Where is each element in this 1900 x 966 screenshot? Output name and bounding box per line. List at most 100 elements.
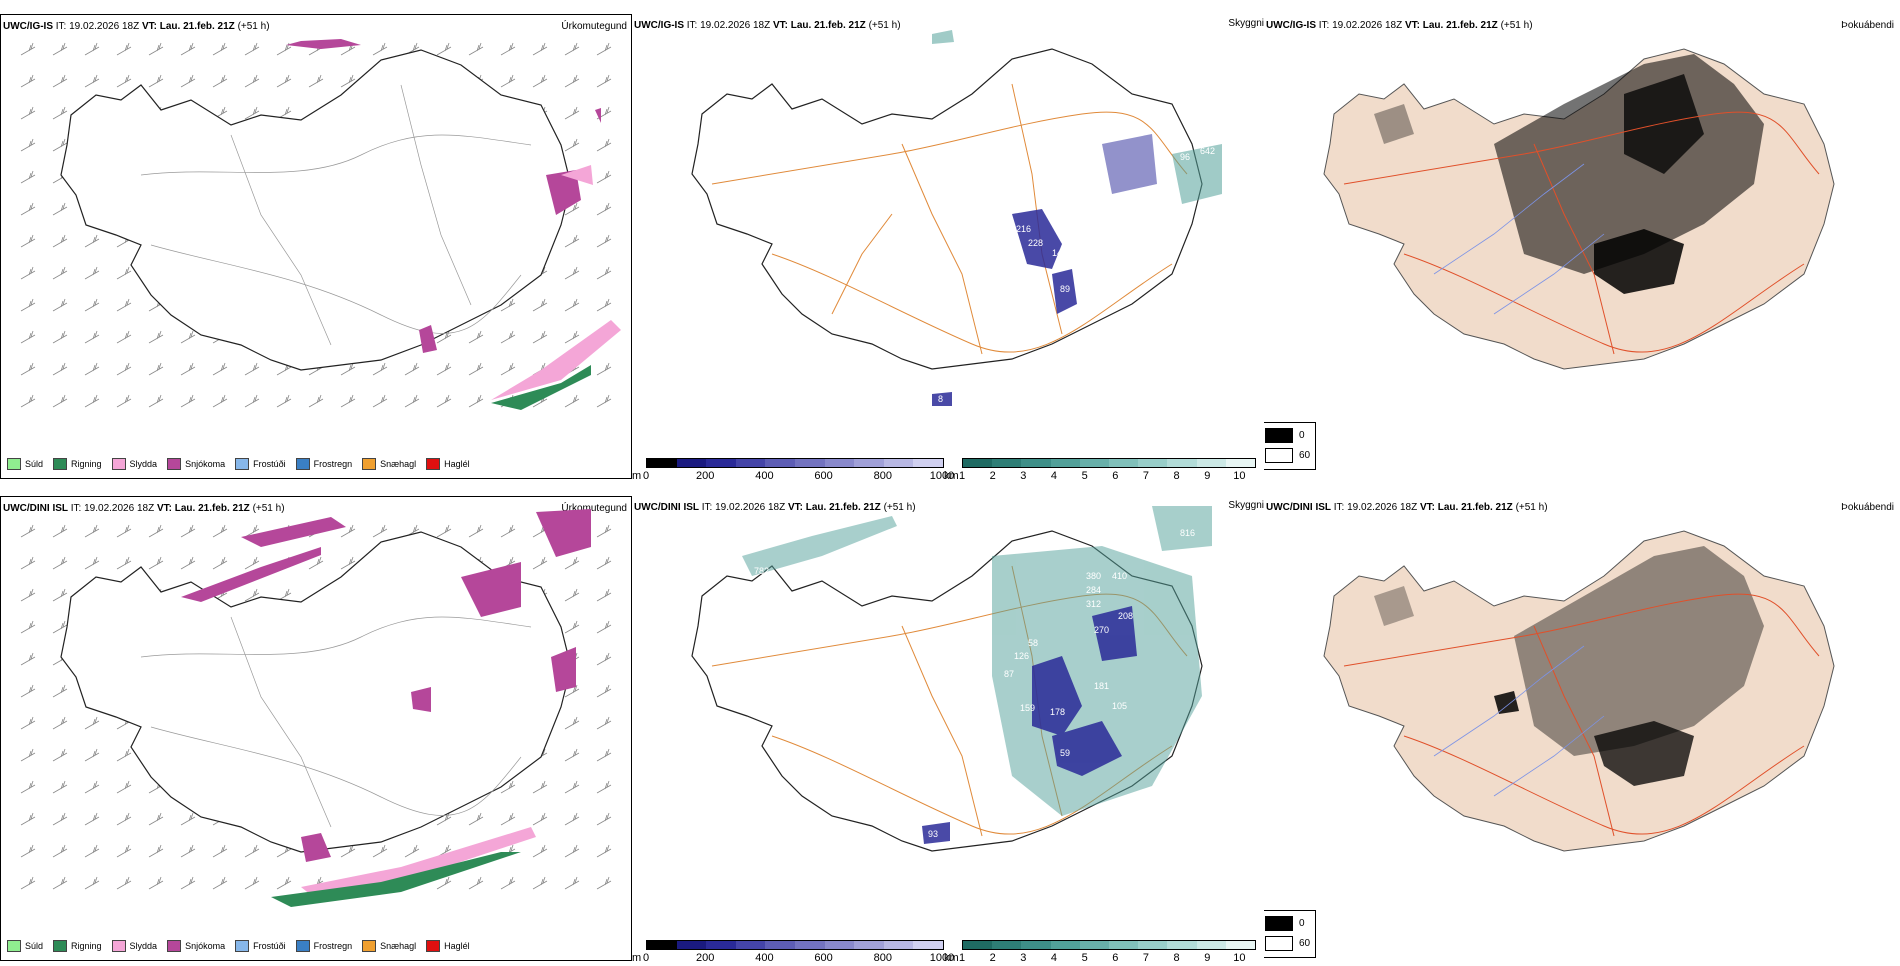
vt-value: Lau. 21.feb. 21Z bbox=[1437, 502, 1513, 513]
it-label: IT: bbox=[701, 502, 713, 513]
wind-barb bbox=[564, 588, 580, 602]
wind-barb bbox=[116, 524, 132, 538]
visibility-panel-top: UWC/IG-IS IT: 19.02.2026 18Z VT: Lau. 21… bbox=[632, 14, 1264, 484]
model-name: UWC/IG-IS bbox=[1266, 20, 1316, 31]
model-name: UWC/IG-IS bbox=[3, 21, 53, 32]
snow-areas bbox=[286, 39, 601, 353]
wind-barb bbox=[596, 298, 612, 312]
panel-header: UWC/IG-IS IT: 19.02.2026 18Z VT: Lau. 21… bbox=[634, 20, 901, 31]
wind-barb bbox=[372, 394, 388, 408]
legend-row: 0 bbox=[1265, 428, 1311, 443]
wind-barb bbox=[20, 748, 36, 762]
m-unit: m bbox=[632, 470, 642, 482]
wind-barb bbox=[180, 394, 196, 408]
it-label: IT: bbox=[1333, 502, 1345, 513]
wind-barb bbox=[20, 684, 36, 698]
wind-barb bbox=[500, 362, 516, 376]
wind-barb bbox=[52, 202, 68, 216]
wind-barb bbox=[20, 266, 36, 280]
wind-barb bbox=[244, 556, 260, 570]
low-visibility-areas bbox=[922, 606, 1137, 844]
legend-item: Snjókoma bbox=[167, 940, 225, 952]
wind-barb bbox=[564, 556, 580, 570]
iceland-land bbox=[1323, 530, 1835, 852]
wind-barb bbox=[116, 780, 132, 794]
legend-item: Frostúði bbox=[235, 940, 286, 952]
wind-barb bbox=[84, 716, 100, 730]
wind-barb bbox=[596, 394, 612, 408]
visibility-map: 216 228 145 89 311 96 642 8 bbox=[691, 30, 1222, 406]
wind-barb bbox=[116, 394, 132, 408]
vis-label: 96 bbox=[1180, 152, 1190, 162]
m-unit: m bbox=[632, 952, 642, 964]
vis-label: 93 bbox=[928, 829, 938, 839]
wind-barb bbox=[436, 394, 452, 408]
wind-barb bbox=[180, 844, 196, 858]
legend-item: Rigning bbox=[53, 940, 102, 952]
wind-barb bbox=[532, 812, 548, 826]
model-name: UWC/IG-IS bbox=[634, 20, 684, 31]
wind-barb bbox=[180, 74, 196, 88]
precip-type-map bbox=[20, 39, 621, 410]
wind-barb bbox=[148, 74, 164, 88]
model-name: UWC/DINI ISL bbox=[3, 503, 68, 514]
wind-barb bbox=[20, 42, 36, 56]
wind-barb bbox=[116, 748, 132, 762]
vis-label: 312 bbox=[1086, 599, 1101, 609]
wind-barb bbox=[52, 330, 68, 344]
roads bbox=[711, 83, 1188, 355]
wind-barb bbox=[180, 812, 196, 826]
it-label: IT: bbox=[70, 503, 82, 514]
visibility-labels: 782 100 380 284 312 410 58 126 87 159 17… bbox=[754, 528, 1195, 839]
wind-barb bbox=[116, 362, 132, 376]
wind-barb bbox=[84, 362, 100, 376]
wind-barb bbox=[20, 524, 36, 538]
wind-barb bbox=[596, 42, 612, 56]
roads bbox=[1343, 593, 1820, 837]
wind-barb bbox=[404, 844, 420, 858]
vis-label: 87 bbox=[1004, 669, 1014, 679]
wind-barb bbox=[564, 330, 580, 344]
legend-row: 60 bbox=[1265, 936, 1311, 951]
wind-barb bbox=[532, 876, 548, 890]
visibility-legend: m 0 200 400 600 800 1000 km 1 2 3 4 5 6 … bbox=[632, 938, 1264, 966]
vt-label: VT: bbox=[772, 20, 788, 31]
wind-barb bbox=[564, 812, 580, 826]
wind-barb bbox=[116, 74, 132, 88]
panel-title: Úrkomutegund bbox=[561, 503, 627, 514]
wind-barb bbox=[52, 844, 68, 858]
wind-barb bbox=[340, 556, 356, 570]
wind-barb bbox=[180, 330, 196, 344]
wind-barb bbox=[84, 812, 100, 826]
fog-index-legend: 0 60 bbox=[1264, 422, 1316, 470]
wind-barb bbox=[20, 844, 36, 858]
wind-barb bbox=[500, 876, 516, 890]
wind-barb bbox=[148, 556, 164, 570]
wind-barb bbox=[52, 362, 68, 376]
wind-barb bbox=[84, 556, 100, 570]
wind-barb bbox=[532, 844, 548, 858]
km-colorbar bbox=[962, 940, 1256, 950]
fog-index-map bbox=[1323, 530, 1835, 852]
wind-barb bbox=[596, 362, 612, 376]
legend-item: Snæhagl bbox=[362, 458, 416, 470]
legend-item: Frostregn bbox=[295, 940, 352, 952]
panel-header: UWC/IG-IS IT: 19.02.2026 18Z VT: Lau. 21… bbox=[3, 21, 270, 32]
vt-label: VT: bbox=[787, 502, 803, 513]
km-unit: km bbox=[944, 952, 959, 964]
it-value: 19.02.2026 18Z bbox=[700, 20, 771, 31]
wind-barb bbox=[52, 524, 68, 538]
wind-barb bbox=[212, 74, 228, 88]
wind-barb bbox=[564, 42, 580, 56]
lead-time: (+51 h) bbox=[237, 21, 270, 32]
wind-barb bbox=[532, 298, 548, 312]
wind-barb bbox=[20, 812, 36, 826]
panel-header: UWC/IG-IS IT: 19.02.2026 18Z VT: Lau. 21… bbox=[1266, 20, 1533, 31]
wind-barb bbox=[244, 42, 260, 56]
legend-item: Slydda bbox=[111, 940, 157, 952]
wind-barb bbox=[596, 684, 612, 698]
wind-barb bbox=[84, 298, 100, 312]
precip-type-panel-bottom: UWC/DINI ISL IT: 19.02.2026 18Z VT: Lau.… bbox=[0, 496, 632, 961]
wind-barb bbox=[500, 780, 516, 794]
wind-barb bbox=[212, 556, 228, 570]
